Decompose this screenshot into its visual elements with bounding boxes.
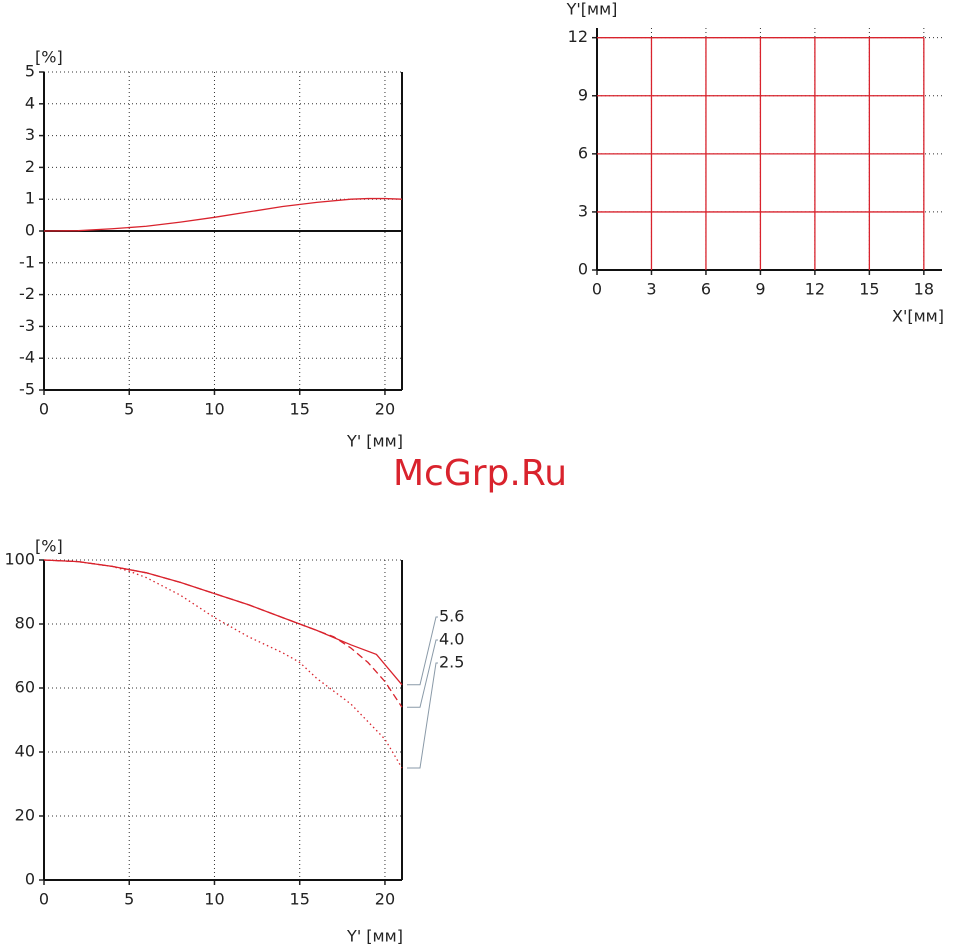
x-tick-label: 15: [290, 400, 310, 419]
y-tick-label: -3: [19, 316, 35, 335]
data-line: [43, 559, 403, 708]
y-tick-label: 0: [25, 870, 35, 889]
x-tick-label: 0: [39, 890, 49, 909]
x-tick-label: 0: [39, 400, 49, 419]
x-tick-label: 5: [124, 890, 134, 909]
y-axis-title: Y'[мм]: [566, 0, 618, 19]
x-tick-label: 15: [859, 280, 879, 299]
y-tick-label: 9: [578, 85, 588, 104]
legend-label: 2.5: [439, 653, 464, 672]
x-axis-title: X'[мм]: [892, 307, 944, 326]
y-tick-label: 0: [25, 221, 35, 240]
y-tick-label: -2: [19, 284, 35, 303]
y-tick-label: 2: [25, 157, 35, 176]
y-tick-label: 60: [15, 678, 35, 697]
y-tick-label: 20: [15, 806, 35, 825]
y-axis-title: [%]: [35, 537, 63, 556]
x-tick-label: 6: [701, 280, 711, 299]
y-tick-label: -1: [19, 252, 35, 271]
y-tick-label: 4: [25, 93, 35, 112]
x-axis-title: Y' [мм]: [346, 432, 403, 451]
y-tick-label: 40: [15, 742, 35, 761]
y-tick-label: 12: [568, 27, 588, 46]
y-tick-label: 5: [25, 62, 35, 81]
x-tick-label: 15: [290, 890, 310, 909]
x-tick-label: 12: [805, 280, 825, 299]
x-tick-label: 18: [914, 280, 934, 299]
y-tick-label: -5: [19, 380, 35, 399]
watermark: McGrp.Ru: [393, 453, 567, 494]
y-tick-label: 80: [15, 614, 35, 633]
legend-label: 5.6: [439, 607, 464, 626]
x-tick-label: 5: [124, 400, 134, 419]
legend-leader: [407, 662, 438, 769]
x-tick-label: 10: [204, 890, 224, 909]
y-tick-label: 0: [578, 260, 588, 279]
y-tick-label: 1: [25, 189, 35, 208]
x-tick-label: 3: [646, 280, 656, 299]
x-axis-title: Y' [мм]: [346, 927, 403, 946]
x-tick-label: 20: [375, 400, 395, 419]
y-tick-label: 3: [25, 125, 35, 144]
y-tick-label: -4: [19, 348, 35, 367]
y-tick-label: 100: [4, 550, 35, 569]
legend-leader: [407, 616, 438, 686]
x-tick-label: 9: [755, 280, 765, 299]
data-line: [43, 197, 403, 232]
legend-leader: [407, 639, 438, 708]
y-tick-label: 6: [578, 143, 588, 162]
data-line: [43, 559, 403, 686]
x-tick-label: 20: [375, 890, 395, 909]
x-tick-label: 10: [204, 400, 224, 419]
data-line: [43, 559, 403, 769]
x-tick-label: 0: [592, 280, 602, 299]
legend-label: 4.0: [439, 630, 464, 649]
y-axis-title: [%]: [35, 48, 63, 67]
y-tick-label: 3: [578, 201, 588, 220]
